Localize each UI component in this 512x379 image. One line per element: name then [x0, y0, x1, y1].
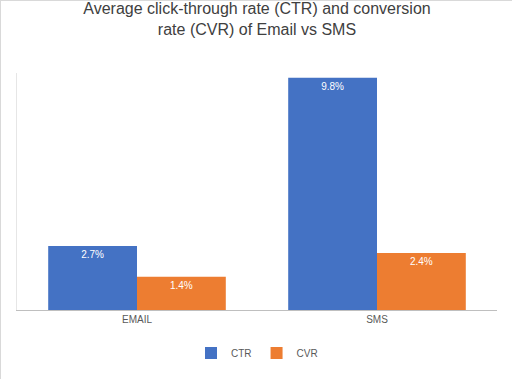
- svg-text:2.7%: 2.7%: [81, 249, 104, 260]
- svg-text:SMS: SMS: [366, 314, 388, 325]
- svg-text:CVR: CVR: [297, 348, 318, 359]
- svg-text:2.4%: 2.4%: [410, 256, 433, 267]
- svg-text:EMAIL: EMAIL: [122, 314, 152, 325]
- svg-text:Average click-through rate (CT: Average click-through rate (CTR) and con…: [83, 1, 430, 38]
- svg-text:9.8%: 9.8%: [321, 81, 344, 92]
- svg-text:CTR: CTR: [231, 348, 252, 359]
- svg-text:1.4%: 1.4%: [170, 280, 193, 291]
